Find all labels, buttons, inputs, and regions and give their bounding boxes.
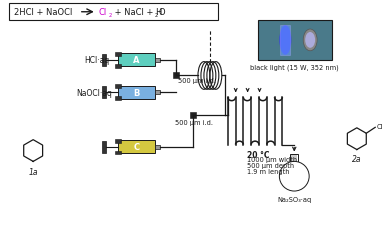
Text: A: A	[133, 56, 140, 65]
Bar	[115, 85, 120, 89]
Text: 20 °C: 20 °C	[247, 150, 270, 159]
Ellipse shape	[305, 33, 315, 49]
Text: B: B	[133, 89, 140, 98]
Bar	[257, 21, 332, 60]
Text: black light (15 W, 352 nm): black light (15 W, 352 nm)	[250, 64, 339, 71]
Bar	[155, 58, 160, 62]
Text: 2a: 2a	[352, 155, 361, 164]
Bar	[115, 64, 120, 68]
Bar	[155, 145, 160, 149]
Bar	[118, 141, 155, 153]
Text: 1.9 m length: 1.9 m length	[247, 169, 289, 175]
Text: 1000 μm width: 1000 μm width	[247, 157, 297, 163]
Bar	[115, 52, 120, 57]
Text: Cl: Cl	[376, 124, 383, 130]
Bar	[290, 155, 298, 163]
Text: 2: 2	[109, 13, 112, 18]
Bar	[190, 113, 196, 118]
Text: 500 μm depth: 500 μm depth	[247, 163, 294, 169]
Ellipse shape	[279, 26, 291, 55]
Text: C: C	[134, 143, 139, 152]
Bar	[173, 73, 179, 79]
Text: 500 μm i.d.: 500 μm i.d.	[178, 78, 216, 84]
Bar	[102, 87, 106, 99]
Ellipse shape	[303, 30, 317, 52]
Text: 1a: 1a	[28, 168, 38, 177]
Bar	[155, 91, 160, 95]
Bar	[102, 141, 106, 153]
Text: NaOCl·aq: NaOCl·aq	[76, 88, 112, 97]
Bar	[115, 151, 120, 155]
Circle shape	[279, 162, 309, 191]
Bar	[291, 156, 297, 163]
Bar	[280, 26, 290, 55]
Bar	[118, 86, 155, 99]
Text: Na₂SO₃·aq: Na₂SO₃·aq	[277, 196, 312, 202]
Bar	[115, 97, 120, 101]
Text: + NaCl + H: + NaCl + H	[111, 8, 162, 17]
Bar	[9, 4, 218, 21]
Text: 2: 2	[154, 13, 158, 18]
Text: 500 μm i.d.: 500 μm i.d.	[175, 119, 213, 125]
Text: 2HCl + NaOCl: 2HCl + NaOCl	[14, 8, 73, 17]
Bar	[118, 54, 155, 67]
Bar	[115, 139, 120, 143]
Text: HCl·aq: HCl·aq	[84, 56, 109, 65]
Text: Cl: Cl	[99, 8, 107, 17]
Text: O: O	[158, 8, 165, 17]
Bar	[102, 54, 106, 66]
